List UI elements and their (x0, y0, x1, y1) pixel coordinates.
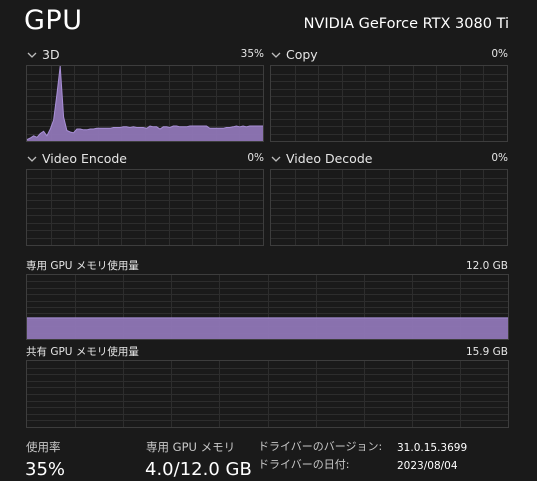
driver-date-label: ドライバーの日付: (258, 458, 350, 471)
dedicated-memory-label: 専用 GPU メモリ使用量 (26, 260, 139, 272)
engine-video-decode-header[interactable]: Video Decode (270, 151, 450, 166)
engine-copy-label: Copy (286, 47, 318, 62)
chevron-down-icon[interactable] (26, 154, 38, 164)
engine-3d-chart (27, 66, 263, 141)
series-area (27, 317, 508, 339)
engine-video-decode-label: Video Decode (286, 151, 373, 166)
shared-memory-max: 15.9 GB (465, 346, 508, 358)
series-area (27, 66, 263, 141)
engine-copy-header[interactable]: Copy (270, 47, 450, 62)
engine-video-encode-header[interactable]: Video Encode (26, 151, 206, 166)
driver-version-label: ドライバーのバージョン: (258, 440, 383, 453)
shared-memory-chart (27, 361, 508, 427)
engine-3d-graph (26, 65, 264, 142)
engine-copy-graph (270, 65, 508, 142)
chevron-down-icon[interactable] (26, 50, 38, 60)
engine-3d-percent: 35% (240, 48, 264, 60)
dedicated-memory-stat-label: 専用 GPU メモリ (146, 440, 236, 454)
engine-video-decode-graph (270, 169, 508, 246)
engine-3d-label: 3D (42, 47, 60, 62)
chevron-down-icon[interactable] (270, 154, 282, 164)
engine-copy-chart (271, 66, 507, 141)
chevron-down-icon[interactable] (270, 50, 282, 60)
driver-version-value: 31.0.15.3699 (397, 442, 468, 454)
shared-memory-label: 共有 GPU メモリ使用量 (26, 346, 139, 358)
dedicated-memory-graph (26, 274, 509, 340)
engine-video-encode-chart (27, 170, 263, 245)
engine-video-encode-graph (26, 169, 264, 246)
dedicated-memory-stat-value: 4.0/12.0 GB (145, 459, 252, 480)
utilization-label: 使用率 (26, 440, 61, 454)
utilization-value: 35% (25, 459, 66, 480)
engine-copy-percent: 0% (491, 48, 508, 60)
driver-date-value: 2023/08/04 (397, 460, 458, 472)
gpu-model-name: NVIDIA GeForce RTX 3080 Ti (303, 16, 509, 32)
dedicated-memory-max: 12.0 GB (465, 260, 508, 272)
series-line (27, 66, 263, 140)
engine-video-encode-percent: 0% (247, 152, 264, 164)
engine-video-decode-percent: 0% (491, 152, 508, 164)
engine-3d-header[interactable]: 3D (26, 47, 206, 62)
page-title: GPU (24, 5, 83, 36)
shared-memory-graph (26, 360, 509, 428)
dedicated-memory-chart (27, 275, 508, 339)
engine-video-encode-label: Video Encode (42, 151, 127, 166)
engine-video-decode-chart (271, 170, 507, 245)
